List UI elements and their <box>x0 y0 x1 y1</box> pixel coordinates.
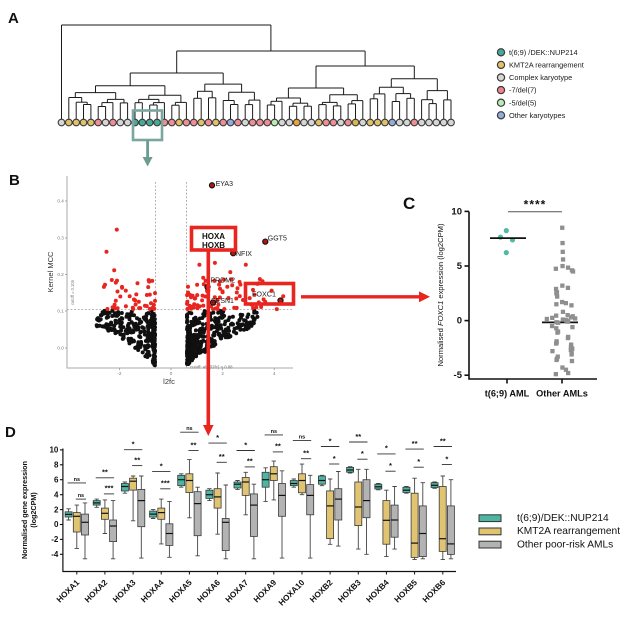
svg-text:t(6;9) /DEK::NUP214: t(6;9) /DEK::NUP214 <box>509 48 578 57</box>
svg-text:0.2: 0.2 <box>57 272 64 277</box>
svg-text:HOXA: HOXA <box>202 232 225 241</box>
svg-text:KMT2A rearrangement: KMT2A rearrangement <box>517 526 620 537</box>
svg-text:5: 5 <box>457 261 463 272</box>
svg-text:0: 0 <box>170 371 173 376</box>
svg-text:*: * <box>216 433 219 442</box>
svg-text:8: 8 <box>54 461 59 470</box>
svg-text:HOXB: HOXB <box>202 241 225 250</box>
svg-text:Normalised gene expression: Normalised gene expression <box>20 461 29 559</box>
svg-text:***: *** <box>105 484 114 493</box>
svg-text:0.3: 0.3 <box>57 236 64 241</box>
svg-text:2: 2 <box>221 371 224 376</box>
svg-text:-5/del(5): -5/del(5) <box>509 98 537 107</box>
svg-text:C: C <box>403 194 415 213</box>
svg-text:**: ** <box>303 449 309 458</box>
svg-text:****: **** <box>524 198 547 212</box>
svg-text:6: 6 <box>54 475 59 484</box>
svg-text:0: 0 <box>457 316 462 327</box>
svg-text:l2fc: l2fc <box>163 377 175 386</box>
svg-text:*: * <box>132 440 135 449</box>
svg-text:Other poor-risk AMLs: Other poor-risk AMLs <box>517 539 613 550</box>
svg-text:-7/del(7): -7/del(7) <box>509 86 537 95</box>
svg-text:-5: -5 <box>454 370 463 381</box>
svg-text:Other karyotypes: Other karyotypes <box>509 111 566 120</box>
svg-text:2: 2 <box>54 505 59 514</box>
svg-text:0.4: 0.4 <box>57 199 64 204</box>
svg-text:**: ** <box>191 440 197 449</box>
svg-text:*: * <box>389 461 392 470</box>
svg-text:EYA3: EYA3 <box>216 181 233 188</box>
svg-text:-4: -4 <box>51 550 59 559</box>
svg-text:Complex karyotype: Complex karyotype <box>509 73 572 82</box>
svg-text:ns: ns <box>186 426 192 432</box>
svg-text:0: 0 <box>54 520 59 529</box>
svg-text:*: * <box>417 457 420 466</box>
svg-text:**: ** <box>247 457 253 466</box>
svg-text:**: ** <box>102 468 108 477</box>
svg-text:ns: ns <box>271 429 277 435</box>
svg-text:-2: -2 <box>51 535 59 544</box>
svg-text:cutoff = 0.105: cutoff = 0.105 <box>70 279 75 305</box>
svg-text:t(6;9)/DEK::NUP214: t(6;9)/DEK::NUP214 <box>517 513 609 524</box>
svg-text:0.1: 0.1 <box>57 309 64 314</box>
svg-text:Kernel MCC: Kernel MCC <box>46 251 55 292</box>
svg-text:PRDM2: PRDM2 <box>211 278 236 285</box>
svg-text:**: ** <box>412 439 418 448</box>
svg-text:**: ** <box>134 455 140 464</box>
svg-text:Other AMLs: Other AMLs <box>536 389 588 399</box>
svg-text:Normalised FOXC1 expression (l: Normalised FOXC1 expression (log2CPM) <box>436 223 445 367</box>
svg-text:*: * <box>160 461 163 470</box>
svg-text:**: ** <box>275 442 281 451</box>
svg-text:D: D <box>5 424 16 441</box>
svg-text:10: 10 <box>49 446 58 455</box>
svg-text:ns: ns <box>74 477 80 483</box>
svg-text:*: * <box>329 436 332 445</box>
svg-text:*: * <box>361 449 364 458</box>
svg-text:**: ** <box>355 432 361 441</box>
svg-text:**: ** <box>219 452 225 461</box>
svg-text:0.0: 0.0 <box>57 346 64 351</box>
svg-text:4: 4 <box>273 371 276 376</box>
svg-text:***: *** <box>161 479 170 488</box>
svg-text:A: A <box>8 10 19 27</box>
svg-text:ns: ns <box>78 493 84 499</box>
svg-text:4: 4 <box>54 490 59 499</box>
svg-text:*: * <box>385 444 388 453</box>
svg-text:*: * <box>244 440 247 449</box>
svg-text:*: * <box>445 454 448 463</box>
svg-text:ns: ns <box>299 434 305 440</box>
svg-text:B: B <box>9 172 20 189</box>
svg-text:FOXC1: FOXC1 <box>252 290 276 299</box>
svg-text:**: ** <box>440 436 446 445</box>
svg-text:SESN1: SESN1 <box>211 298 234 305</box>
svg-text:NFIX: NFIX <box>236 251 252 258</box>
svg-text:cutoff: abs(l2fc) > 0.88: cutoff: abs(l2fc) > 0.88 <box>190 365 233 370</box>
svg-text:*: * <box>333 454 336 463</box>
svg-text:t(6;9) AML: t(6;9) AML <box>485 389 530 399</box>
svg-text:KMT2A rearrangement: KMT2A rearrangement <box>509 61 584 70</box>
svg-text:GGT5: GGT5 <box>268 236 287 243</box>
svg-text:-2: -2 <box>117 371 122 376</box>
svg-text:10: 10 <box>451 206 462 217</box>
svg-text:(log2CPM): (log2CPM) <box>29 492 38 528</box>
